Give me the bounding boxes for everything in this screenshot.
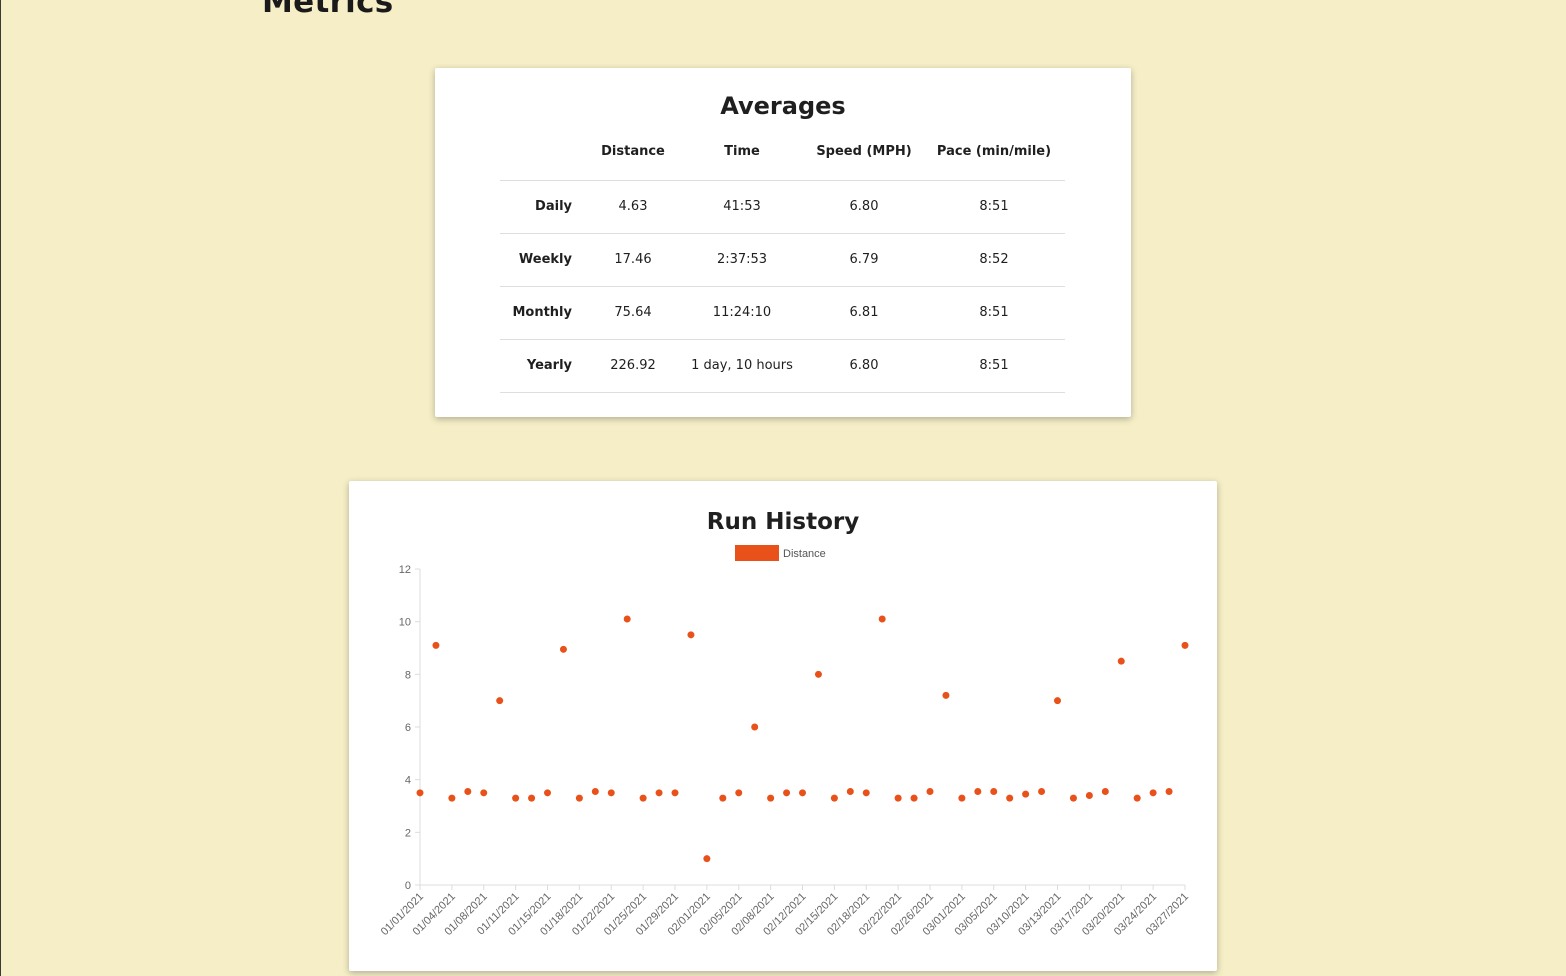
data-point [591,788,599,796]
data-point [639,794,647,802]
data-point [751,723,759,731]
pace-value: 8:51 [979,358,1009,373]
y-tick-label: 12 [399,564,411,576]
data-point [910,794,918,802]
distance-value: 75.64 [614,305,652,320]
data-point [878,615,886,623]
data-point [1054,697,1061,705]
time-value: 41:53 [723,199,761,214]
legend-label: Distance [783,548,826,560]
run-history-chart: Run HistoryDistance02468101201/01/202101… [379,509,1191,938]
data-point [735,789,743,797]
data-point [448,794,456,802]
data-point [623,615,631,623]
run-history-card: Run History Distance 0 2 4 6 8 10 12 01/01/2021 01… [349,481,1217,971]
data-point [990,788,998,796]
time-value: 11:24:10 [712,305,772,320]
data-point [496,697,504,705]
data-point [416,789,424,797]
data-point [1038,788,1046,796]
data-point [687,631,695,639]
data-point [1149,789,1157,797]
column-header-speed: Speed (MPH) [816,144,912,159]
distance-value: 226.92 [610,358,656,373]
table-row-daily: Daily 4.63 41:53 6.80 8:51 [500,181,1065,234]
time-value: 2:37:53 [716,252,768,267]
data-point [655,789,663,797]
data-point [512,794,520,802]
averages-header-row: Distance Time Speed (MPH) Pace (min/mile… [500,144,1065,181]
chart-title: Run History [707,509,859,535]
data-point [432,641,440,649]
data-point [1085,791,1093,799]
data-point [607,789,615,797]
y-tick-label: 6 [405,722,411,734]
data-point [1006,794,1014,802]
row-label: Yearly [526,358,572,373]
data-point [894,794,902,802]
data-point [846,788,854,796]
data-point [814,670,822,678]
column-header-pace: Pace (min/mile) [936,144,1052,159]
data-point [799,789,806,797]
data-point [1117,657,1125,665]
table-row-monthly: Monthly 75.64 11:24:10 6.81 8:51 [500,287,1065,340]
row-label: Weekly [518,252,572,267]
data-point [671,789,679,797]
data-point [528,794,536,802]
averages-card: Averages Distance Time Speed (MPH) Pace … [435,68,1131,417]
legend-swatch [735,545,779,561]
data-point [559,645,567,653]
row-label: Daily [535,199,572,214]
y-tick-label: 4 [405,775,411,787]
data-point [1165,788,1173,796]
column-header-time: Time [724,144,760,159]
distance-value: 4.63 [618,199,648,214]
data-point [1101,788,1109,796]
window-edge [0,0,1,976]
data-point [544,789,551,797]
data-point [1022,790,1030,798]
averages-title: Averages [720,92,846,120]
table-row-yearly: Yearly 226.92 1 day, 10 hours 6.80 8:51 [500,340,1065,393]
data-point [767,794,775,802]
data-point [958,794,966,802]
page-title: Metrics [262,0,394,20]
data-point [703,855,711,863]
y-tick-label: 8 [405,669,411,681]
pace-value: 8:52 [979,252,1009,267]
y-tick-label: 2 [405,827,411,839]
speed-value: 6.80 [849,358,879,373]
column-header-distance: Distance [601,144,665,159]
pace-value: 8:51 [979,199,1009,214]
data-point [575,794,583,802]
data-point [1069,794,1077,802]
data-point [926,788,934,796]
row-label: Monthly [512,305,572,320]
data-point [942,691,950,699]
data-point [1181,641,1189,649]
table-row-weekly: Weekly 17.46 2:37:53 6.79 8:52 [500,234,1065,287]
data-point [1133,794,1141,802]
data-point [974,788,982,796]
data-point [480,789,488,797]
data-point [464,788,472,796]
speed-value: 6.81 [849,305,879,320]
data-point [830,794,838,802]
data-point [719,794,727,802]
y-tick-label: 10 [399,617,411,629]
speed-value: 6.80 [849,199,879,214]
data-point [862,789,870,797]
distance-value: 17.46 [614,252,652,267]
pace-value: 8:51 [979,305,1009,320]
data-point [783,789,791,797]
time-value: 1 day, 10 hours [691,358,793,373]
y-tick-label: 0 [405,880,411,892]
speed-value: 6.79 [849,252,879,267]
